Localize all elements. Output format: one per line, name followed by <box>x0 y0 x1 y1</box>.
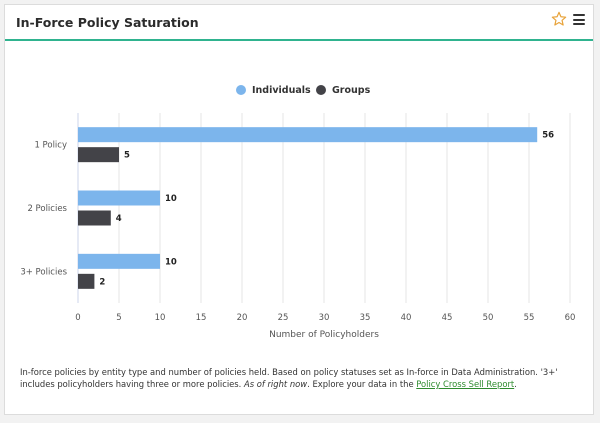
labels: 0 5 10 15 20 25 30 35 40 45 50 55 60 1 Policy 56 5 2 Pol… <box>20 131 575 323</box>
legend: Individuals Groups <box>236 85 371 96</box>
x-tick-label: 30 <box>319 313 330 323</box>
category-label: 1 Policy <box>34 141 67 151</box>
x-tick-label: 15 <box>196 313 207 323</box>
x-tick-label: 55 <box>524 313 535 323</box>
legend-marker[interactable] <box>236 85 246 95</box>
data-label: 10 <box>165 257 177 267</box>
x-tick-label: 10 <box>155 313 166 323</box>
x-tick-label: 60 <box>565 313 576 323</box>
data-label: 56 <box>542 131 554 141</box>
star-icon[interactable] <box>551 11 567 27</box>
bar-chart: Individuals Groups 0 5 10 15 20 25 30 35 40 45 50 55… <box>20 85 575 340</box>
x-tick-label: 50 <box>483 313 494 323</box>
footnote-text: In-force policies by entity type and num… <box>20 367 558 389</box>
x-tick-label: 5 <box>116 313 121 323</box>
chart-card: In-Force Policy Saturation Individuals Gr… <box>4 4 594 415</box>
x-tick-label: 20 <box>237 313 248 323</box>
footnote: In-force policies by entity type and num… <box>20 366 586 390</box>
legend-label[interactable]: Groups <box>332 85 371 96</box>
footnote-as-of: As of right now <box>244 379 308 389</box>
category-label: 3+ Policies <box>20 267 67 277</box>
grid-lines <box>77 113 571 303</box>
groups-bar[interactable] <box>78 273 95 289</box>
individuals-bar[interactable] <box>78 190 160 206</box>
policy-cross-sell-report-link[interactable]: Policy Cross Sell Report <box>416 379 515 389</box>
x-axis-title: Number of Policyholders <box>269 330 379 340</box>
x-tick-label: 25 <box>278 313 289 323</box>
data-label: 10 <box>165 194 177 204</box>
footnote-mid: . Explore your data in the <box>307 379 417 389</box>
legend-marker[interactable] <box>316 85 326 95</box>
category-label: 2 Policies <box>27 204 67 214</box>
card-header: In-Force Policy Saturation <box>5 5 593 41</box>
bars <box>78 127 538 289</box>
card-title: In-Force Policy Saturation <box>16 15 199 30</box>
individuals-bar[interactable] <box>78 253 160 269</box>
hamburger-menu-icon[interactable] <box>573 14 585 25</box>
data-label: 4 <box>116 214 122 224</box>
x-tick-label: 45 <box>442 313 453 323</box>
x-tick-label: 0 <box>75 313 80 323</box>
groups-bar[interactable] <box>78 147 119 163</box>
individuals-bar[interactable] <box>78 127 538 143</box>
data-label: 5 <box>124 151 130 161</box>
x-tick-label: 35 <box>360 313 371 323</box>
footnote-end: . <box>514 379 517 389</box>
legend-label[interactable]: Individuals <box>252 85 311 96</box>
x-tick-label: 40 <box>401 313 412 323</box>
data-label: 2 <box>99 277 105 287</box>
groups-bar[interactable] <box>78 210 111 226</box>
